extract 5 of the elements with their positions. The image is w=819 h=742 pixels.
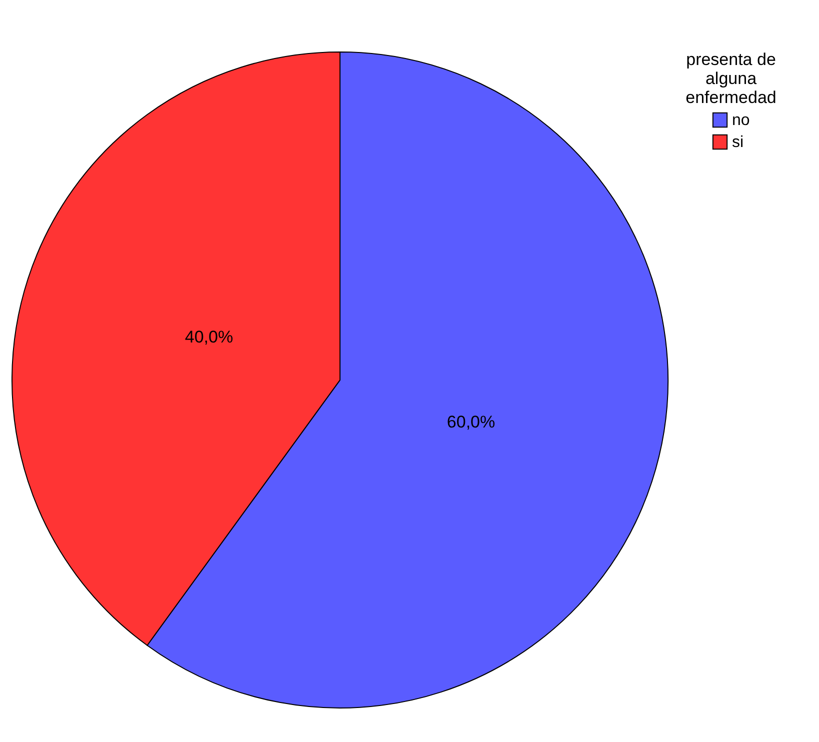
- legend-label: no: [732, 112, 750, 129]
- data-label: 40,0%: [184, 327, 234, 346]
- legend-label: si: [732, 134, 744, 151]
- legend-title: presenta de alguna enfermedad: [686, 50, 776, 107]
- data-label: 60,0%: [446, 412, 496, 432]
